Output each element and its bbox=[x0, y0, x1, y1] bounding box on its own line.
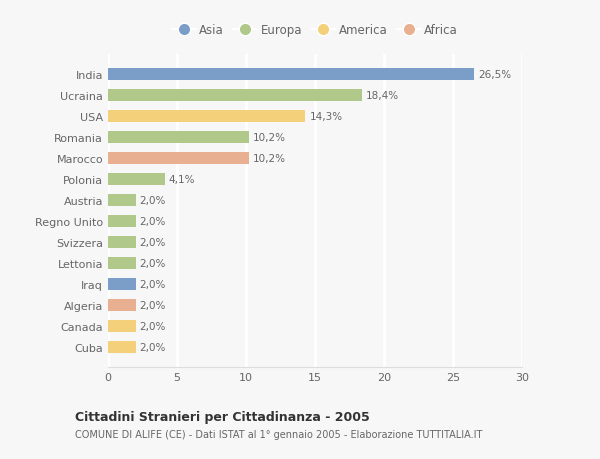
Bar bbox=[108, 69, 473, 81]
Bar bbox=[108, 132, 249, 144]
Bar bbox=[108, 237, 136, 248]
Text: 26,5%: 26,5% bbox=[478, 70, 511, 80]
Text: 4,1%: 4,1% bbox=[169, 175, 195, 185]
Text: 2,0%: 2,0% bbox=[140, 300, 166, 310]
Bar bbox=[108, 195, 136, 207]
Text: 18,4%: 18,4% bbox=[366, 91, 399, 101]
Bar bbox=[108, 258, 136, 269]
Bar bbox=[108, 320, 136, 332]
Bar bbox=[108, 174, 164, 185]
Text: 14,3%: 14,3% bbox=[310, 112, 343, 122]
Text: 2,0%: 2,0% bbox=[140, 321, 166, 331]
Text: 2,0%: 2,0% bbox=[140, 217, 166, 227]
Text: 2,0%: 2,0% bbox=[140, 280, 166, 290]
Bar bbox=[108, 90, 362, 102]
Bar bbox=[108, 300, 136, 311]
Legend: Asia, Europa, America, Africa: Asia, Europa, America, Africa bbox=[169, 20, 461, 40]
Text: 2,0%: 2,0% bbox=[140, 196, 166, 206]
Text: 2,0%: 2,0% bbox=[140, 238, 166, 247]
Bar bbox=[108, 341, 136, 353]
Text: 2,0%: 2,0% bbox=[140, 258, 166, 269]
Text: 10,2%: 10,2% bbox=[253, 133, 286, 143]
Text: 10,2%: 10,2% bbox=[253, 154, 286, 164]
Bar bbox=[108, 279, 136, 290]
Bar bbox=[108, 111, 305, 123]
Text: 2,0%: 2,0% bbox=[140, 342, 166, 352]
Text: COMUNE DI ALIFE (CE) - Dati ISTAT al 1° gennaio 2005 - Elaborazione TUTTITALIA.I: COMUNE DI ALIFE (CE) - Dati ISTAT al 1° … bbox=[75, 429, 482, 439]
Bar bbox=[108, 153, 249, 164]
Bar bbox=[108, 216, 136, 227]
Text: Cittadini Stranieri per Cittadinanza - 2005: Cittadini Stranieri per Cittadinanza - 2… bbox=[75, 410, 370, 423]
